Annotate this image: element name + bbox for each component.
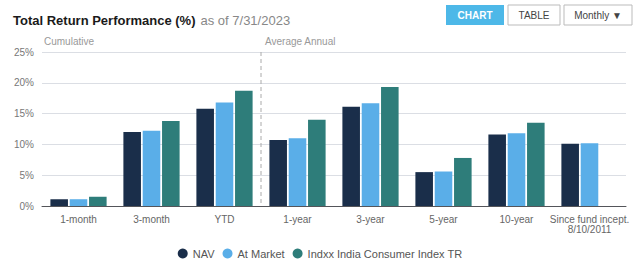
svg-text:Monthly ▼: Monthly ▼ bbox=[574, 10, 622, 21]
svg-text:Total Return Performance (%): Total Return Performance (%) bbox=[13, 13, 196, 28]
svg-text:NAV: NAV bbox=[193, 248, 215, 260]
svg-text:5%: 5% bbox=[20, 170, 35, 181]
svg-text:5-year: 5-year bbox=[429, 214, 458, 225]
svg-text:as of 7/31/2023: as of 7/31/2023 bbox=[201, 13, 291, 28]
svg-text:At Market: At Market bbox=[238, 248, 285, 260]
svg-text:20%: 20% bbox=[14, 77, 34, 88]
svg-text:YTD: YTD bbox=[215, 214, 235, 225]
svg-text:Indxx India Consumer Index TR: Indxx India Consumer Index TR bbox=[308, 248, 463, 260]
svg-text:15%: 15% bbox=[14, 108, 34, 119]
svg-text:1-month: 1-month bbox=[60, 214, 97, 225]
svg-text:CHART: CHART bbox=[458, 10, 493, 21]
svg-text:3-year: 3-year bbox=[356, 214, 385, 225]
svg-text:Cumulative: Cumulative bbox=[44, 36, 94, 47]
svg-text:10-year: 10-year bbox=[500, 214, 535, 225]
svg-text:Average Annual: Average Annual bbox=[265, 36, 335, 47]
svg-text:Since fund incept.: Since fund incept. bbox=[549, 213, 630, 225]
svg-text:TABLE: TABLE bbox=[519, 10, 550, 21]
svg-text:3-month: 3-month bbox=[133, 214, 170, 225]
svg-text:8/10/2011: 8/10/2011 bbox=[568, 224, 612, 235]
svg-text:25%: 25% bbox=[14, 47, 34, 58]
svg-text:1-year: 1-year bbox=[283, 214, 312, 225]
svg-text:10%: 10% bbox=[14, 139, 34, 150]
svg-text:0%: 0% bbox=[20, 201, 35, 212]
